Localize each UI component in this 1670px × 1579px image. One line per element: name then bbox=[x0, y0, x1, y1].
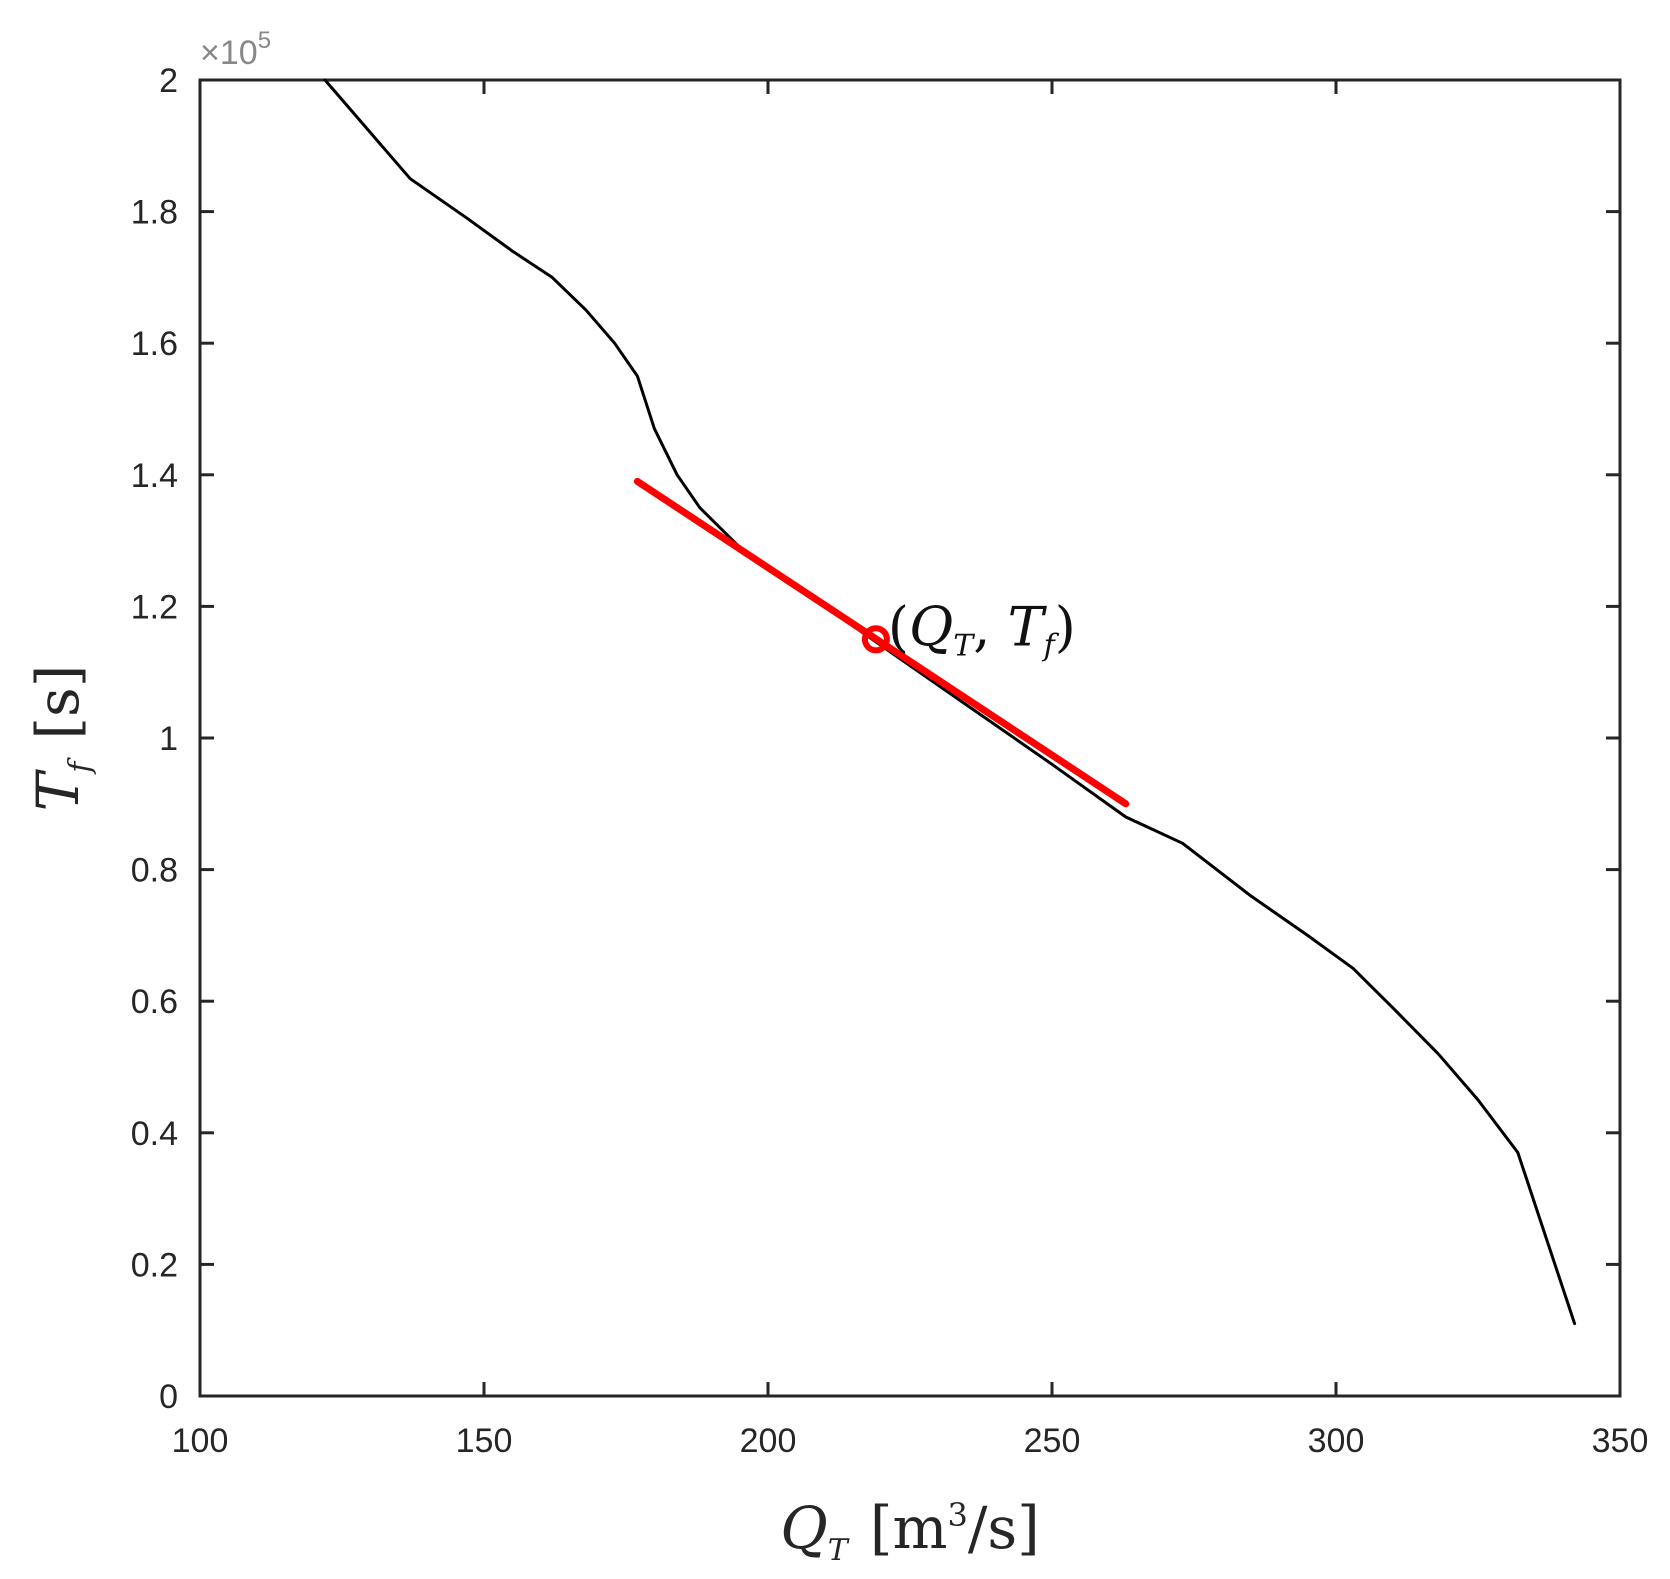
annotation-t: T bbox=[1008, 595, 1048, 658]
y-tick-label: 1 bbox=[159, 720, 178, 758]
series-layer bbox=[323, 78, 1577, 1326]
plot-area bbox=[198, 78, 1622, 1398]
annotation-open: ( bbox=[888, 595, 909, 658]
annotation-q: Q bbox=[909, 595, 953, 658]
x-tick-label: 250 bbox=[1024, 1422, 1081, 1460]
y-tick-label: 1.4 bbox=[131, 457, 178, 495]
annotation-comma: , bbox=[973, 595, 1007, 658]
exponent-base: ×10 bbox=[200, 34, 258, 72]
y-tick-label: 1.6 bbox=[131, 325, 178, 363]
y-axis-label: Tf [s] bbox=[24, 665, 98, 812]
annotation-close: ) bbox=[1055, 595, 1076, 658]
y-tick-label: 0.2 bbox=[131, 1246, 178, 1284]
tangent-line bbox=[633, 477, 1130, 808]
y-tick-label: 0.8 bbox=[131, 852, 178, 890]
y-tick-label: 0.4 bbox=[131, 1115, 178, 1153]
x-axis-label: QT [m3/s] bbox=[780, 1494, 1040, 1568]
y-tick-label: 1.2 bbox=[131, 588, 178, 626]
x-tick-label: 200 bbox=[740, 1422, 797, 1460]
annotation-q-sub: T bbox=[953, 628, 975, 663]
x-tick-label: 150 bbox=[456, 1422, 513, 1460]
exponent-power: 5 bbox=[258, 27, 271, 54]
y-label-sub: f bbox=[63, 757, 98, 775]
y-label-unit: [s] bbox=[24, 665, 92, 740]
x-label-main: Q bbox=[780, 1494, 828, 1562]
point-annotation: (QT, Tf) bbox=[888, 595, 1076, 663]
y-tick-label: 0 bbox=[159, 1378, 178, 1416]
x-axis-ticks: 100 150 200 250 300 350 bbox=[172, 80, 1649, 1460]
highlight-point-marker bbox=[861, 625, 890, 654]
y-tick-label: 2 bbox=[159, 62, 178, 100]
y-label-main: T bbox=[24, 768, 92, 811]
x-label-unit-close: /s] bbox=[968, 1494, 1040, 1562]
x-tick-label: 300 bbox=[1308, 1422, 1365, 1460]
exponent-label: ×105 bbox=[200, 27, 271, 72]
y-tick-label: 0.6 bbox=[131, 983, 178, 1021]
y-tick-label: 1.8 bbox=[131, 194, 178, 232]
x-tick-label: 100 bbox=[172, 1422, 229, 1460]
x-label-unit-sup: 3 bbox=[947, 1496, 967, 1534]
x-tick-label: 350 bbox=[1592, 1422, 1649, 1460]
x-label-unit-open: [m bbox=[870, 1494, 948, 1562]
x-label-sub: T bbox=[828, 1533, 850, 1568]
y-axis-ticks: 0 0.2 0.4 0.6 0.8 1 1.2 1.4 1.6 1.8 2 bbox=[131, 62, 1620, 1416]
